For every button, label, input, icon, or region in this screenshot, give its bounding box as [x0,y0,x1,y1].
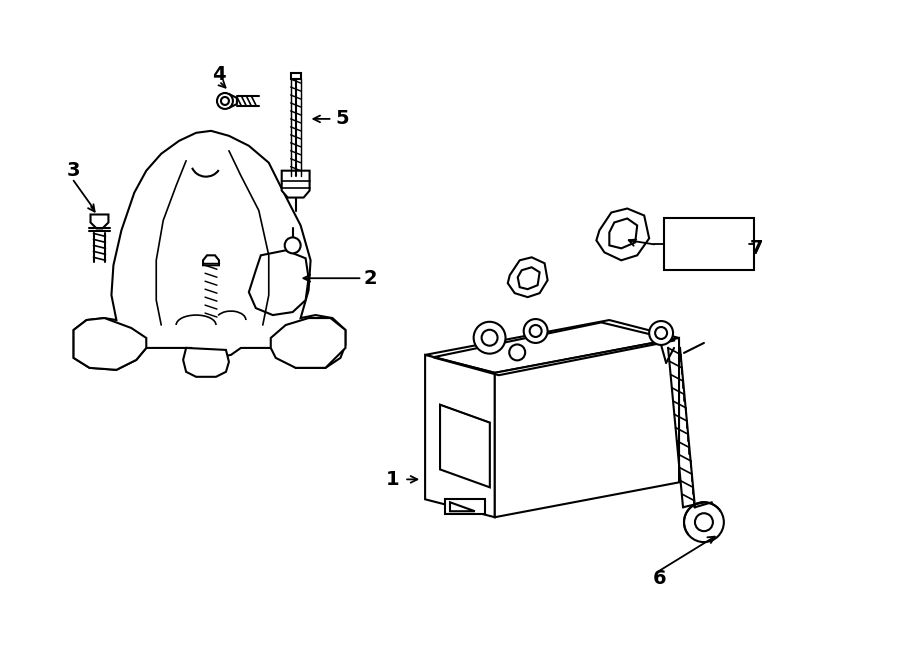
Polygon shape [271,318,346,368]
Polygon shape [291,73,301,79]
Polygon shape [597,208,649,260]
Text: 2: 2 [364,269,377,288]
Circle shape [284,237,301,253]
Text: 7: 7 [750,239,763,258]
Text: 6: 6 [652,570,666,588]
Text: 4: 4 [212,65,226,83]
Polygon shape [74,131,346,370]
Circle shape [684,502,724,542]
Polygon shape [203,255,219,265]
Polygon shape [225,94,237,108]
Polygon shape [508,257,547,297]
Polygon shape [445,499,485,514]
Circle shape [524,319,547,343]
Circle shape [217,93,233,109]
Text: 1: 1 [385,470,399,489]
Polygon shape [91,214,108,229]
Bar [664,219,753,270]
Polygon shape [495,338,679,517]
Text: 3: 3 [67,161,80,180]
Circle shape [649,321,673,345]
Polygon shape [282,171,310,198]
Polygon shape [425,320,679,373]
Polygon shape [74,318,147,370]
Polygon shape [183,348,229,377]
Circle shape [473,322,506,354]
Polygon shape [425,355,495,517]
Text: 5: 5 [336,109,349,128]
Polygon shape [248,251,309,315]
Circle shape [509,344,526,360]
